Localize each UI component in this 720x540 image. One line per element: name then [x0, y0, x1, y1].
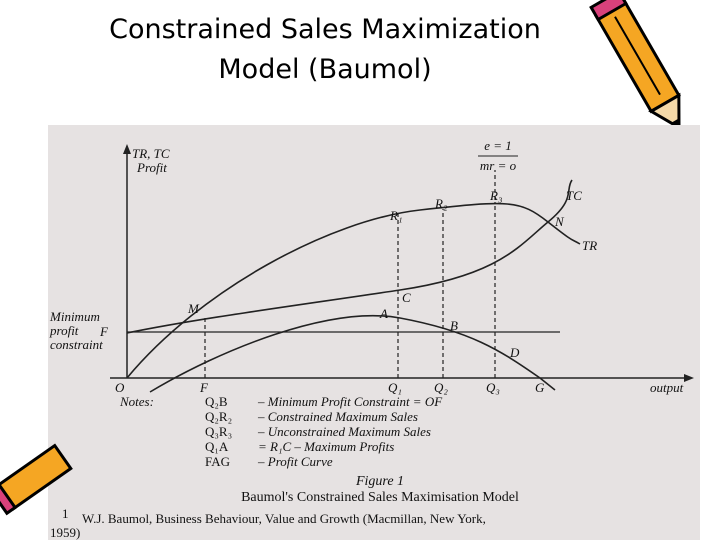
origin-label: O: [115, 380, 125, 395]
note-key: Q₃R₃: [205, 424, 232, 439]
curve-label: TC: [566, 188, 582, 203]
constraint-point-label: F: [99, 324, 109, 339]
curve-label: TR: [582, 238, 597, 253]
note-key: Q₁A: [205, 439, 229, 454]
x-point-label: Q₂: [434, 380, 448, 395]
x-point-label: Q₃: [486, 380, 500, 395]
tc-curve: [126, 179, 573, 334]
footnote-marker: 1: [62, 506, 69, 521]
tr-curve: [126, 202, 581, 379]
x-point-label: Q₁: [388, 380, 402, 395]
x-point-label: F: [199, 380, 209, 395]
note-text: – Minimum Profit Constraint = OF: [257, 394, 443, 409]
footnote: 1959): [50, 525, 80, 540]
arrow: [684, 374, 694, 382]
point-label: R₁: [389, 208, 402, 223]
point-label: B: [450, 318, 458, 333]
note-text: = R₁C – Maximum Profits: [258, 439, 394, 454]
note-key: Q₂B: [205, 394, 228, 409]
profit-curve: [149, 314, 556, 393]
y-axis-label: TR, TC: [132, 146, 170, 161]
elasticity-note: mr = o: [480, 158, 517, 173]
pencil-icon: [0, 443, 73, 516]
point-label: N: [554, 214, 565, 229]
arrow: [123, 144, 131, 154]
note-key: Q₂R₂: [205, 409, 232, 424]
point-label: C: [402, 290, 411, 305]
point-label: M: [187, 301, 200, 316]
point-label: R₃: [489, 188, 502, 203]
pencil-icon: [589, 0, 681, 131]
point-label: A: [379, 306, 388, 321]
notes: Q₂B – Minimum Profit Constraint = OF Q₂R₂ –…: [205, 394, 443, 469]
constraint-label: Minimum: [49, 309, 100, 324]
y-axis-label: Profit: [136, 160, 167, 175]
elasticity-note: e = 1: [484, 138, 512, 153]
title-line: Constrained Sales Maximization: [109, 14, 541, 45]
caption-number: Figure 1: [355, 474, 404, 489]
note-text: – Unconstrained Maximum Sales: [257, 424, 431, 439]
note-text: – Profit Curve: [257, 454, 333, 469]
point-label: D: [509, 345, 520, 360]
note-text: – Constrained Maximum Sales: [257, 409, 418, 424]
title-line: Model (Baumol): [218, 54, 431, 85]
footnote: W.J. Baumol, Business Behaviour, Value a…: [82, 511, 486, 526]
notes-heading: Notes:: [119, 394, 154, 409]
constraint-label: constraint: [50, 337, 103, 352]
note-key: FAG: [205, 454, 230, 469]
point-label: R₂: [434, 196, 448, 211]
caption: Baumol's Constrained Sales Maximisation …: [241, 490, 519, 505]
constraint-label: profit: [49, 323, 79, 338]
x-axis-label: output: [650, 380, 684, 395]
x-point-label: G: [535, 380, 545, 395]
